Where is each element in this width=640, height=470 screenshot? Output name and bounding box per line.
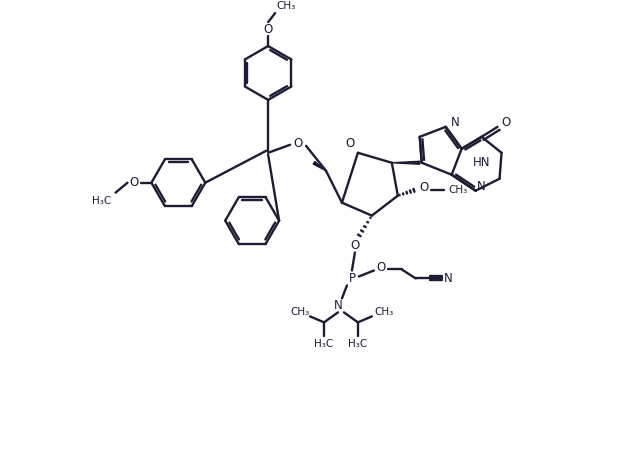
Text: CH₃: CH₃ <box>448 185 467 195</box>
Text: O: O <box>376 261 385 274</box>
Text: O: O <box>350 239 360 252</box>
Text: O: O <box>293 137 303 150</box>
Text: H₃C: H₃C <box>314 339 333 349</box>
Text: N: N <box>477 180 486 193</box>
Text: O: O <box>419 181 428 194</box>
Polygon shape <box>313 162 326 171</box>
Text: N: N <box>333 299 342 312</box>
Text: O: O <box>130 176 139 189</box>
Text: N: N <box>444 272 453 285</box>
Text: CH₃: CH₃ <box>276 1 296 11</box>
Polygon shape <box>392 161 420 164</box>
Text: CH₃: CH₃ <box>291 307 310 317</box>
Text: O: O <box>346 137 355 150</box>
Text: P: P <box>348 272 355 285</box>
Text: O: O <box>501 117 510 129</box>
Text: CH₃: CH₃ <box>374 307 394 317</box>
Text: H₃C: H₃C <box>348 339 367 349</box>
Text: HN: HN <box>473 156 490 169</box>
Text: O: O <box>264 23 273 36</box>
Text: H₃C: H₃C <box>92 196 111 206</box>
Text: N: N <box>451 117 460 129</box>
